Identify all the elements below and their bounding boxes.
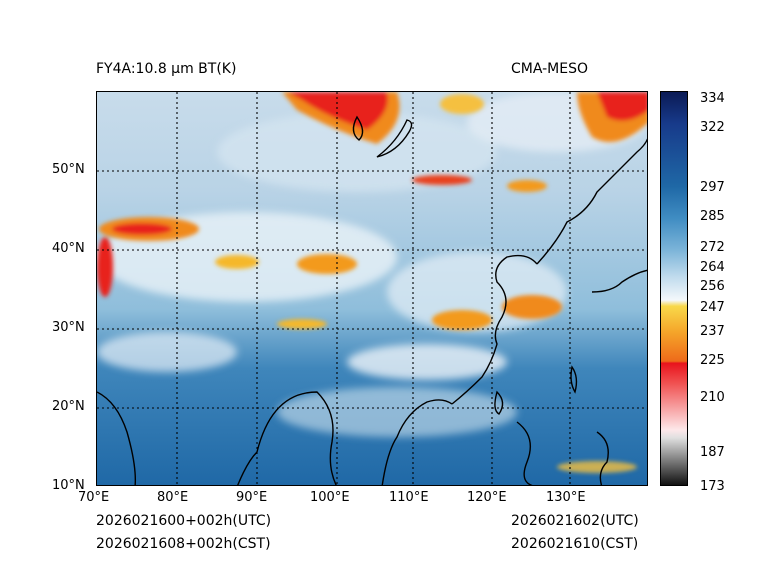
cb-label-256: 256 [700,279,725,294]
valid-time-utc: 2026021602(UTC) [511,513,639,529]
cb-label-225: 225 [700,353,725,368]
cb-label-334: 334 [700,91,725,106]
cb-label-237: 237 [700,324,725,339]
cb-label-247: 247 [700,300,725,315]
lon-label-70: 70°E [78,490,110,505]
cb-label-187: 187 [700,445,725,460]
cb-label-272: 272 [700,240,725,255]
lon-label-90: 90°E [236,490,268,505]
lon-label-130: 130°E [546,490,586,505]
map-canvas [97,92,647,485]
init-time-utc: 2026021600+002h(UTC) [96,513,272,529]
valid-time-cst: 2026021610(CST) [511,536,639,552]
colorbar-fill [661,92,687,485]
lat-label-40: 40°N [52,241,85,256]
lon-label-100: 100°E [310,490,350,505]
cb-label-297: 297 [700,180,725,195]
lat-label-10: 10°N [52,478,85,493]
model-label: CMA-MESO [511,61,589,77]
cb-label-173: 173 [700,479,725,494]
cb-label-322: 322 [700,120,725,135]
lat-label-50: 50°N [52,162,85,177]
lon-label-80: 80°E [157,490,189,505]
init-time-cst: 2026021608+002h(CST) [96,536,271,552]
graticule [97,92,647,485]
lon-label-120: 120°E [467,490,507,505]
convective-clouds [97,92,647,473]
colorbar [660,91,688,486]
cb-label-264: 264 [700,260,725,275]
satellite-map [96,91,648,486]
cb-label-210: 210 [700,390,725,405]
chart-title: FY4A:10.8 µm BT(K) [96,61,237,77]
lon-label-110: 110°E [389,490,429,505]
lat-label-20: 20°N [52,399,85,414]
cb-label-285: 285 [700,209,725,224]
colorbar-gradient [661,92,687,485]
coastlines [97,115,647,485]
lat-label-30: 30°N [52,320,85,335]
